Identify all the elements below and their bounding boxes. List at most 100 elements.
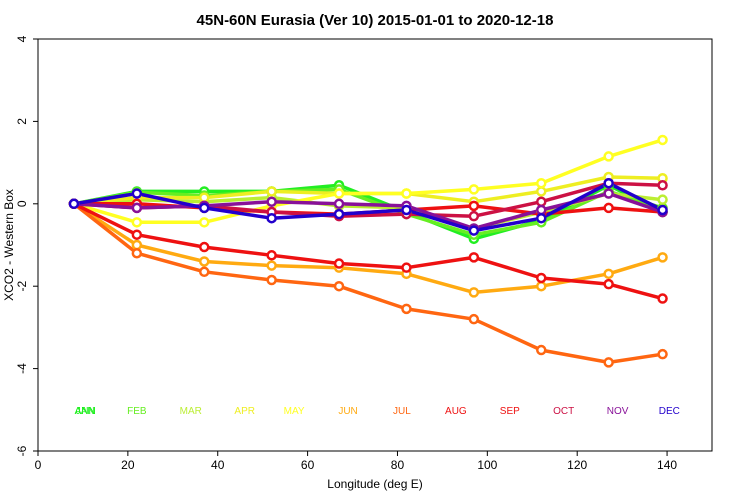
series-line-aug: [73, 202, 664, 301]
legend-label-aug: AUG: [445, 406, 467, 417]
chart-title: 45N-60N Eurasia (Ver 10) 2015-01-01 to 2…: [197, 12, 554, 29]
data-point-aug: [603, 278, 614, 290]
legend-label-jun: JUN: [338, 406, 357, 417]
data-point-may: [199, 217, 210, 228]
data-point-jul: [603, 357, 614, 368]
x-axis: 0 20 40 60 80 100 120 140: [35, 451, 677, 472]
x-tick-label: 80: [391, 458, 405, 472]
data-point-mar: [657, 194, 668, 205]
data-point-dec: [68, 198, 80, 210]
data-point-jul: [536, 344, 547, 356]
y-tick-label: -4: [15, 363, 29, 374]
y-tick-label: -6: [15, 445, 29, 456]
data-point-dec: [333, 208, 345, 220]
y-tick-label: 4: [15, 35, 29, 42]
data-point-jul: [657, 348, 668, 360]
data-point-aug: [131, 229, 143, 240]
data-point-may: [401, 188, 412, 199]
series-line-feb: [73, 187, 664, 237]
data-point-jul: [266, 274, 277, 286]
legend-label-ann: ANN: [75, 406, 96, 417]
data-point-jun: [266, 260, 277, 271]
x-tick-label: 100: [477, 458, 497, 472]
x-tick-label: 140: [657, 458, 677, 472]
data-point-jul: [333, 280, 345, 292]
data-point-jun: [657, 252, 668, 263]
data-point-dec: [131, 188, 143, 199]
data-point-dec: [657, 204, 668, 216]
data-point-jun: [468, 287, 480, 298]
data-point-jun: [131, 239, 143, 251]
data-point-nov: [603, 188, 614, 199]
series-line-jul: [72, 202, 663, 365]
data-point-jul: [199, 266, 210, 278]
data-point-may: [131, 217, 143, 228]
series-line-dec: [73, 181, 664, 233]
data-point-oct: [468, 210, 480, 222]
legend-label-apr: APR: [234, 406, 255, 417]
legend-label-feb: FEB: [127, 406, 147, 417]
data-point-aug: [266, 250, 277, 261]
legend-label-mar: MAR: [180, 406, 202, 417]
legend-label-dec: DEC: [659, 406, 680, 417]
data-point-apr: [266, 186, 277, 197]
y-tick-label: -2: [15, 281, 29, 292]
x-axis-label: Longitude (deg E): [327, 477, 422, 491]
data-point-aug: [401, 262, 412, 273]
x-tick-label: 120: [567, 458, 587, 472]
series-line-may: [73, 138, 664, 225]
legend-label-may: MAY: [284, 406, 305, 417]
data-point-dec: [266, 212, 277, 224]
y-tick-label: 2: [15, 118, 29, 125]
data-point-aug: [199, 241, 210, 253]
data-point-dec: [401, 204, 412, 216]
y-axis-label: XCO2 - Western Box: [2, 189, 16, 301]
data-point-dec: [603, 177, 614, 189]
plot-frame: [37, 38, 713, 452]
y-tick-label: 0: [15, 200, 29, 207]
data-point-nov: [131, 202, 143, 214]
x-tick-label: 20: [121, 458, 135, 472]
data-point-nov: [536, 204, 547, 216]
data-point-aug: [657, 293, 668, 304]
legend-label-jan: JAN: [76, 406, 95, 417]
data-point-apr: [199, 192, 210, 203]
data-point-jun: [603, 268, 614, 280]
data-point-sep: [468, 200, 480, 212]
data-point-dec: [536, 212, 547, 224]
data-point-sep: [603, 202, 614, 214]
legend-label-oct: OCT: [553, 406, 574, 417]
data-point-may: [333, 188, 345, 199]
series-lines: [72, 138, 664, 365]
data-point-may: [603, 151, 614, 162]
legend-label-nov: NOV: [607, 406, 629, 417]
data-point-jul: [401, 303, 412, 315]
data-point-oct: [536, 196, 547, 207]
data-point-dec: [199, 202, 210, 214]
data-point-nov: [333, 198, 345, 210]
y-axis: -6 -4 -2 0 2 4: [15, 35, 38, 456]
x-tick-label: 40: [211, 458, 225, 472]
x-tick-label: 60: [301, 458, 315, 472]
data-point-aug: [536, 272, 547, 284]
data-point-jul: [131, 247, 143, 259]
data-point-nov: [266, 196, 277, 207]
data-point-dec: [468, 225, 480, 236]
data-point-aug: [468, 252, 480, 263]
data-point-may: [468, 184, 480, 195]
data-point-jun: [536, 280, 547, 292]
data-point-aug: [333, 258, 345, 269]
data-point-jun: [199, 256, 210, 267]
legend-label-sep: SEP: [500, 406, 520, 417]
x-tick-label: 0: [35, 458, 42, 472]
series-line-jun: [72, 202, 664, 295]
data-point-may: [657, 134, 668, 146]
data-point-oct: [657, 180, 668, 191]
data-point-may: [536, 177, 547, 189]
data-point-jul: [468, 313, 480, 325]
data-point-apr: [536, 186, 547, 197]
legend-label-jul: JUL: [393, 406, 411, 417]
